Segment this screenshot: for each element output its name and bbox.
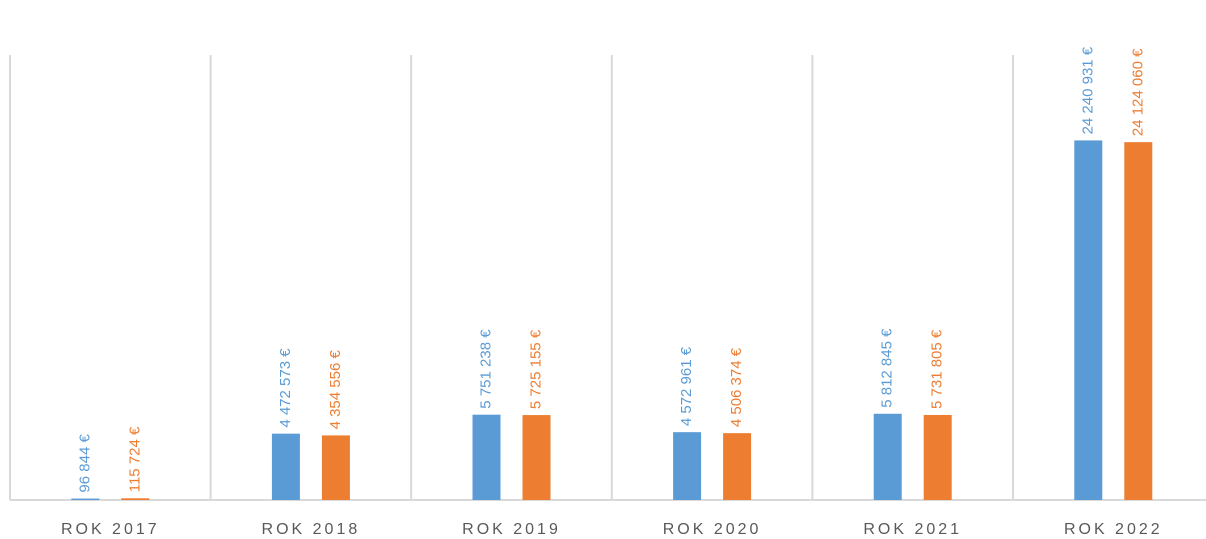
data-label: 4 472 573 € [277,348,294,428]
data-label: 4 572 961 € [678,346,695,426]
data-label: 5 812 845 € [879,328,896,408]
data-label: 4 506 374 € [728,347,745,427]
data-label: 24 124 060 € [1129,48,1146,136]
bar [522,415,551,500]
bar [121,498,150,500]
data-label: 5 731 805 € [929,329,946,409]
bar [71,498,100,500]
x-tick-label: ROK 2022 [1064,521,1163,538]
data-label: 96 844 € [76,434,93,493]
bar [1074,140,1103,500]
x-tick-label: ROK 2021 [863,521,962,538]
data-label: 24 240 931 € [1079,46,1096,134]
x-tick-label: ROK 2017 [61,521,160,538]
data-label: 4 354 556 € [327,350,344,430]
bar [673,432,702,500]
x-tick-label: ROK 2019 [462,521,561,538]
bar [873,413,902,500]
x-tick-label: ROK 2020 [663,521,762,538]
data-label: 5 725 155 € [527,329,544,409]
bar [271,433,300,500]
data-label: 5 751 238 € [477,329,494,409]
bar [472,414,501,500]
data-label: 115 724 € [126,426,143,492]
bar [1124,142,1153,500]
bar [723,433,752,500]
bar [321,435,350,500]
bar [923,414,952,500]
x-tick-label: ROK 2018 [262,521,361,538]
